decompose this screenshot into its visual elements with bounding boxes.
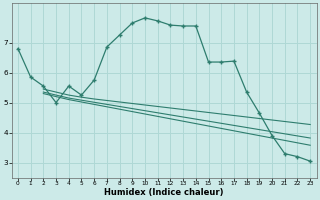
X-axis label: Humidex (Indice chaleur): Humidex (Indice chaleur) [104, 188, 224, 197]
